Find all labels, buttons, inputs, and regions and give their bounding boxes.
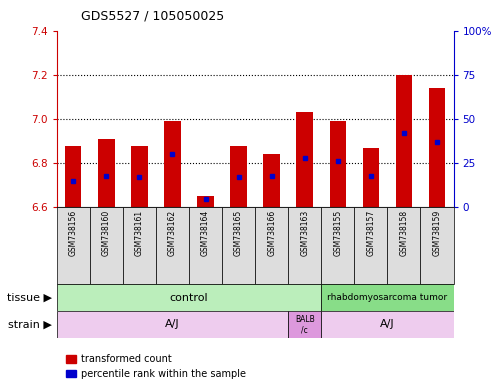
Bar (197, 196, 214, 207)
Text: control: control (170, 293, 209, 303)
FancyBboxPatch shape (288, 207, 321, 284)
Text: GSM738158: GSM738158 (399, 210, 409, 256)
FancyBboxPatch shape (156, 207, 189, 284)
Bar (230, 146, 247, 207)
Bar (164, 121, 181, 207)
Bar (65, 146, 81, 207)
FancyBboxPatch shape (321, 207, 354, 284)
Bar (329, 121, 346, 207)
Bar (263, 154, 280, 207)
FancyBboxPatch shape (354, 207, 387, 284)
Bar (131, 146, 147, 207)
Text: GDS5527 / 105050025: GDS5527 / 105050025 (81, 9, 225, 22)
FancyBboxPatch shape (57, 284, 321, 311)
Text: A/J: A/J (165, 319, 180, 329)
FancyBboxPatch shape (288, 311, 321, 338)
Text: GSM738164: GSM738164 (201, 210, 210, 256)
FancyBboxPatch shape (255, 207, 288, 284)
FancyBboxPatch shape (189, 207, 222, 284)
Text: GSM738166: GSM738166 (267, 210, 276, 256)
FancyBboxPatch shape (123, 207, 156, 284)
Text: tissue ▶: tissue ▶ (7, 293, 52, 303)
Bar (363, 148, 379, 207)
FancyBboxPatch shape (321, 311, 454, 338)
FancyBboxPatch shape (387, 207, 421, 284)
Bar (98, 139, 114, 207)
Text: GSM738165: GSM738165 (234, 210, 243, 256)
Text: GSM738157: GSM738157 (366, 210, 375, 256)
Text: GSM738162: GSM738162 (168, 210, 177, 256)
Text: GSM738160: GSM738160 (102, 210, 111, 256)
Text: GSM738156: GSM738156 (69, 210, 78, 256)
FancyBboxPatch shape (57, 207, 90, 284)
Text: A/J: A/J (380, 319, 395, 329)
FancyBboxPatch shape (90, 207, 123, 284)
Text: rhabdomyosarcoma tumor: rhabdomyosarcoma tumor (327, 293, 448, 302)
Text: GSM738161: GSM738161 (135, 210, 144, 256)
FancyBboxPatch shape (57, 311, 288, 338)
FancyBboxPatch shape (421, 207, 454, 284)
FancyBboxPatch shape (321, 284, 454, 311)
Text: GSM738163: GSM738163 (300, 210, 309, 256)
Bar (429, 88, 445, 207)
Bar (396, 75, 412, 207)
Text: BALB
/c: BALB /c (295, 315, 315, 334)
Legend: transformed count, percentile rank within the sample: transformed count, percentile rank withi… (67, 354, 246, 379)
Text: strain ▶: strain ▶ (8, 319, 52, 329)
Text: GSM738155: GSM738155 (333, 210, 342, 256)
Bar (296, 113, 313, 207)
Text: GSM738159: GSM738159 (432, 210, 442, 256)
FancyBboxPatch shape (222, 207, 255, 284)
